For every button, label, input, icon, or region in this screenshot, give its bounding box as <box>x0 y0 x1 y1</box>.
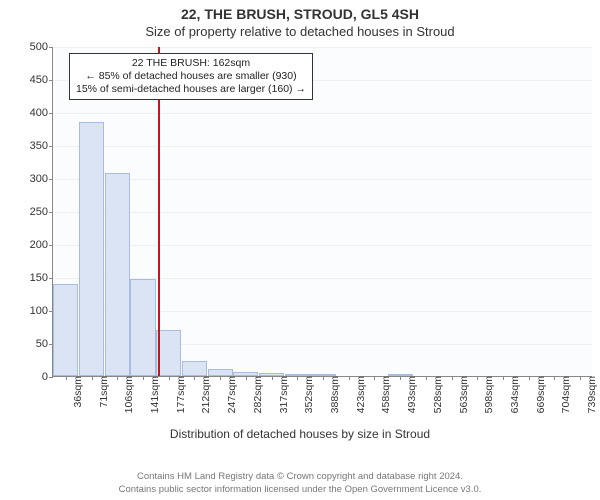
xtick-mark <box>554 376 555 380</box>
xtick-mark <box>220 376 221 380</box>
xtick-mark <box>92 376 93 380</box>
xtick-label: 563sqm <box>456 376 470 413</box>
histogram-bar <box>105 173 130 376</box>
xtick-label: 458sqm <box>378 376 392 413</box>
gridline <box>53 113 592 114</box>
ytick-label: 500 <box>30 41 53 53</box>
xtick-label: 423sqm <box>353 376 367 413</box>
xtick-label: 317sqm <box>276 376 290 413</box>
ytick-label: 50 <box>36 338 53 350</box>
annotation-line: ← 85% of detached houses are smaller (93… <box>76 70 306 83</box>
ytick-label: 250 <box>30 206 53 218</box>
xtick-mark <box>580 376 581 380</box>
xtick-label: 634sqm <box>507 376 521 413</box>
xtick-mark <box>246 376 247 380</box>
xtick-label: 71sqm <box>96 376 110 408</box>
gridline <box>53 146 592 147</box>
xtick-mark <box>529 376 530 380</box>
gridline <box>53 179 592 180</box>
xtick-mark <box>169 376 170 380</box>
xtick-mark <box>400 376 401 380</box>
histogram-bar <box>79 122 104 376</box>
ytick-label: 350 <box>30 140 53 152</box>
xtick-mark <box>297 376 298 380</box>
ytick-label: 200 <box>30 239 53 251</box>
page-title: 22, THE BRUSH, STROUD, GL5 4SH <box>0 0 600 22</box>
xtick-mark <box>143 376 144 380</box>
xtick-label: 247sqm <box>224 376 238 413</box>
footer-line: Contains HM Land Registry data © Crown c… <box>0 471 600 483</box>
chart-area: Number of detached properties 0501001502… <box>0 43 600 441</box>
xtick-label: 598sqm <box>481 376 495 413</box>
xtick-mark <box>323 376 324 380</box>
gridline <box>53 245 592 246</box>
xtick-label: 36sqm <box>70 376 84 408</box>
xtick-label: 739sqm <box>584 376 598 413</box>
ytick-label: 100 <box>30 305 53 317</box>
histogram-bar <box>130 279 155 376</box>
xtick-mark <box>503 376 504 380</box>
xtick-mark <box>66 376 67 380</box>
histogram-bar <box>53 284 78 376</box>
xtick-label: 493sqm <box>404 376 418 413</box>
xtick-mark <box>117 376 118 380</box>
gridline <box>53 212 592 213</box>
xtick-label: 704sqm <box>558 376 572 413</box>
annotation-line: 22 THE BRUSH: 162sqm <box>76 57 306 70</box>
xtick-label: 177sqm <box>173 376 187 413</box>
ytick-label: 450 <box>30 74 53 86</box>
xtick-label: 388sqm <box>327 376 341 413</box>
xtick-label: 669sqm <box>533 376 547 413</box>
page-subtitle: Size of property relative to detached ho… <box>0 22 600 43</box>
histogram-bar <box>208 369 233 376</box>
footer-line: Contains public sector information licen… <box>0 484 600 496</box>
xtick-mark <box>349 376 350 380</box>
footer-attribution: Contains HM Land Registry data © Crown c… <box>0 471 600 496</box>
ytick-label: 400 <box>30 107 53 119</box>
gridline <box>53 47 592 48</box>
x-axis-label: Distribution of detached houses by size … <box>0 427 600 441</box>
xtick-mark <box>374 376 375 380</box>
annotation-box: 22 THE BRUSH: 162sqm ← 85% of detached h… <box>69 53 313 100</box>
xtick-mark <box>426 376 427 380</box>
xtick-label: 282sqm <box>250 376 264 413</box>
ytick-label: 0 <box>42 371 53 383</box>
xtick-mark <box>194 376 195 380</box>
histogram-bar <box>182 361 207 376</box>
xtick-label: 106sqm <box>121 376 135 413</box>
xtick-mark <box>452 376 453 380</box>
xtick-mark <box>272 376 273 380</box>
plot-region: 05010015020025030035040045050036sqm71sqm… <box>52 47 592 377</box>
xtick-label: 212sqm <box>198 376 212 413</box>
annotation-line: 15% of semi-detached houses are larger (… <box>76 83 306 96</box>
xtick-label: 352sqm <box>301 376 315 413</box>
ytick-label: 300 <box>30 173 53 185</box>
xtick-mark <box>477 376 478 380</box>
xtick-label: 528sqm <box>430 376 444 413</box>
xtick-label: 141sqm <box>147 376 161 413</box>
ytick-label: 150 <box>30 272 53 284</box>
